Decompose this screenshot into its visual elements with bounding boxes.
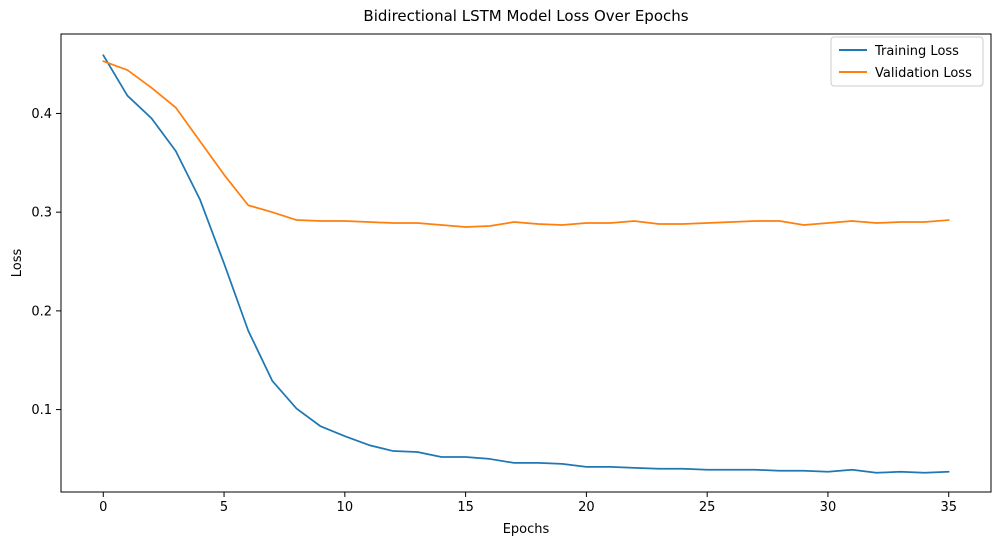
legend: Training Loss Validation Loss: [830, 36, 984, 87]
plot-frame: [60, 33, 992, 493]
validation-loss-line: [102, 60, 950, 228]
x-tick-label: 30: [820, 500, 837, 515]
x-axis-label: Epochs: [503, 522, 550, 537]
legend-label-validation: Validation Loss: [875, 66, 972, 81]
legend-label-training: Training Loss: [874, 44, 959, 59]
series-layer: [102, 54, 950, 474]
chart-title: Bidirectional LSTM Model Loss Over Epoch…: [363, 7, 688, 25]
x-tick-label: 15: [457, 500, 474, 515]
x-tick-label: 25: [699, 500, 716, 515]
legend-box: [830, 36, 984, 87]
y-tick-label: 0.3: [31, 206, 52, 221]
y-tick-label: 0.4: [31, 107, 52, 122]
y-tick-label: 0.1: [31, 403, 52, 418]
y-axis-label: Loss: [10, 249, 25, 278]
plot-area: [61, 34, 991, 492]
training-loss-line: [102, 54, 950, 474]
x-tick-label: 0: [99, 500, 107, 515]
x-tick-label: 5: [220, 500, 228, 515]
x-tick-label: 10: [337, 500, 354, 515]
x-tick-label: 35: [940, 500, 957, 515]
x-axis-ticks: 0 5 10 15 20 25 30 35: [99, 492, 957, 515]
y-tick-label: 0.2: [31, 304, 52, 319]
y-axis-ticks: 0.1 0.2 0.3 0.4: [31, 107, 61, 418]
x-tick-label: 20: [578, 500, 595, 515]
